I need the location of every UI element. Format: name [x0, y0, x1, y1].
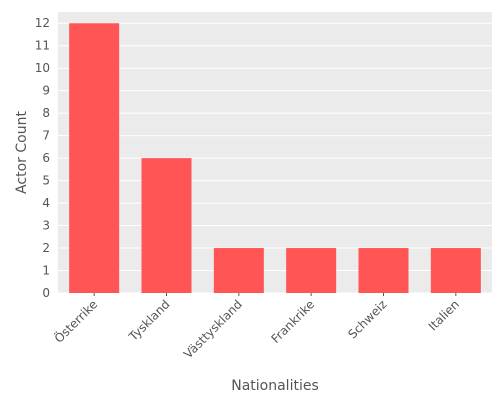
y-tick-label-0: 0 — [42, 286, 50, 300]
y-tick-label-10: 10 — [35, 61, 50, 75]
y-tick-label-4: 4 — [42, 196, 50, 210]
bar-1 — [141, 158, 192, 293]
y-tick-label-3: 3 — [42, 219, 50, 233]
x-tick-label-3: Frankrike — [268, 297, 317, 346]
x-tick-label-1: Tyskland — [125, 297, 172, 344]
y-tick-label-5: 5 — [42, 174, 50, 188]
x-tick-label-0: Österrike — [50, 296, 100, 346]
bar-4 — [358, 248, 409, 293]
y-tick-label-6: 6 — [42, 151, 50, 165]
bar-2 — [213, 248, 264, 293]
y-tick-label-12: 12 — [35, 16, 50, 30]
bar-5 — [430, 248, 481, 293]
y-tick-label-1: 1 — [42, 264, 50, 278]
bars — [69, 23, 481, 294]
bar-0 — [69, 23, 120, 294]
x-tick-labels: Österrike Tyskland Västtyskland Frankrike Sc… — [50, 293, 462, 361]
x-tick-label-2: Västtyskland — [181, 297, 245, 361]
x-axis-label: Nationalities — [231, 378, 319, 394]
y-tick-label-11: 11 — [35, 39, 50, 53]
bar-3 — [286, 248, 337, 293]
plot-panel — [58, 12, 492, 293]
y-tick-label-9: 9 — [42, 84, 50, 98]
y-tick-label-7: 7 — [42, 129, 50, 143]
y-tick-label-8: 8 — [42, 106, 50, 120]
gridlines — [58, 22, 492, 294]
x-tick-label-5: Italien — [426, 297, 462, 333]
y-tick-label-2: 2 — [42, 241, 50, 255]
y-axis-label: Actor Count — [14, 111, 30, 194]
x-tick-label-4: Schweiz — [345, 297, 389, 341]
